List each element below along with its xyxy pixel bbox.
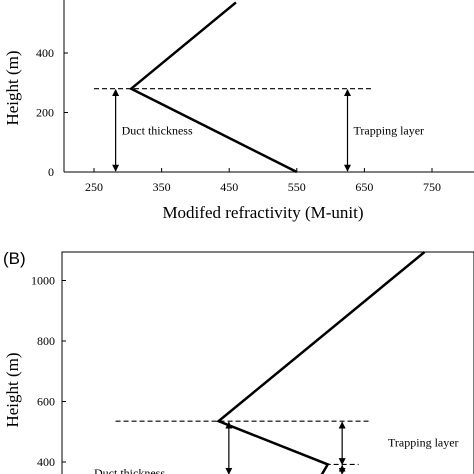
panel-a: Height (m) Modifed refractivity (M-unit)… bbox=[3, 0, 474, 222]
y-tick-label: 1000 bbox=[31, 274, 55, 288]
refractivity-profile-line bbox=[216, 251, 426, 474]
arrow-label: Trapping layer bbox=[388, 435, 459, 449]
x-tick-label: 550 bbox=[288, 180, 306, 194]
refractivity-profile-line bbox=[128, 1, 298, 174]
arrow-label: Duct thickness bbox=[94, 466, 165, 474]
x-tick-label: 250 bbox=[85, 180, 103, 194]
y-tick-label: 400 bbox=[36, 46, 54, 60]
panel-b-label: (B) bbox=[3, 249, 26, 268]
arrow-label: Duct thickness bbox=[122, 123, 193, 137]
y-tick-label: 400 bbox=[37, 455, 55, 469]
panel-a-x-axis-title: Modifed refractivity (M-unit) bbox=[162, 203, 363, 222]
y-tick-label: 200 bbox=[36, 106, 54, 120]
y-tick-label: 0 bbox=[48, 165, 54, 179]
y-tick-label: 800 bbox=[37, 334, 55, 348]
panel-b: (B) Height (m) 400 600 800 1000 Duct thickn… bbox=[3, 249, 474, 474]
x-tick-label: 650 bbox=[355, 180, 373, 194]
panel-b-plot-frame bbox=[61, 251, 474, 474]
panel-a-y-axis-title: Height (m) bbox=[3, 50, 22, 125]
arrow-label: Trapping layer bbox=[354, 123, 425, 137]
panel-b-y-axis-title: Height (m) bbox=[3, 352, 22, 427]
x-tick-label: 350 bbox=[153, 180, 171, 194]
y-tick-label: 600 bbox=[37, 395, 55, 409]
x-tick-label: 450 bbox=[220, 180, 238, 194]
x-tick-label: 750 bbox=[423, 180, 441, 194]
